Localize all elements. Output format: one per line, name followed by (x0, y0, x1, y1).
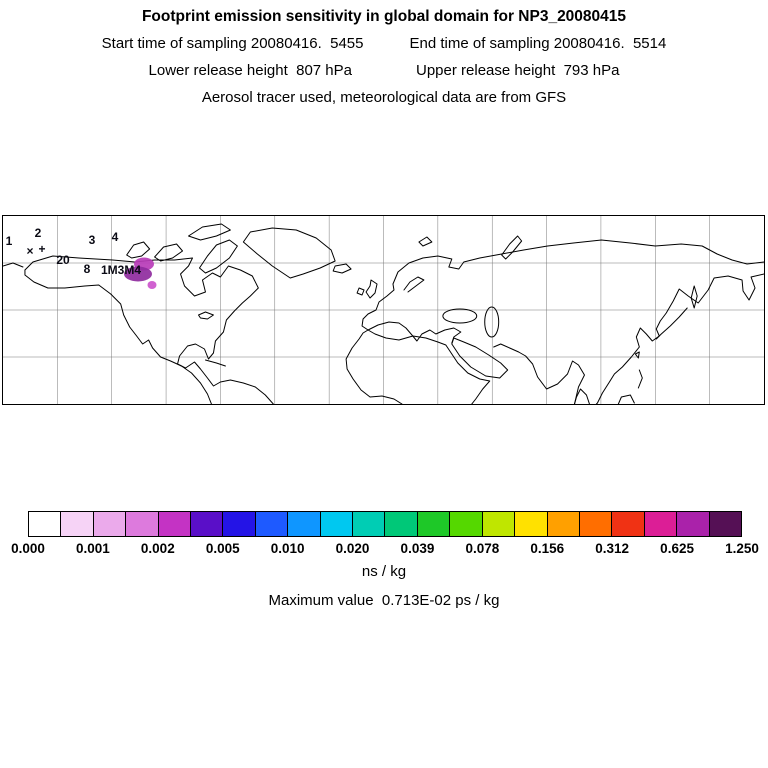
colorbar-tick-label: 0.010 (270, 541, 305, 556)
coastline-north-america (24, 255, 274, 404)
release-point-label: 2 (34, 226, 42, 240)
colorbar-tick-label: 0.001 (76, 541, 110, 556)
colorbar-tick-label: 0.002 (140, 541, 175, 556)
coastline-victoria-island (154, 243, 184, 262)
coastline-sakhalin (690, 285, 698, 309)
colorbar-cell (449, 511, 483, 537)
coastline-banks-island (126, 241, 151, 259)
colorbar-cell (352, 511, 386, 537)
coastlines (3, 223, 764, 404)
colorbar-cell (92, 511, 127, 537)
caspian-sea (484, 306, 500, 338)
colorbar-cell (578, 511, 613, 537)
release-point-label: 4 (111, 230, 119, 244)
coastline-novaya-zemlya (501, 235, 523, 260)
coastline-europe-west (361, 283, 462, 344)
colorbar-tick-label: 0.020 (335, 541, 370, 556)
colorbar-cell (60, 511, 94, 537)
colorbar-cell (481, 511, 516, 537)
footprint-blob (124, 266, 152, 282)
coastline-eurasia-arctic (392, 239, 764, 285)
colorbar-cell (546, 511, 580, 537)
release-point-label: 20 (56, 253, 70, 267)
colorbar-cell (384, 511, 418, 537)
colorbar-tick-label: 0.005 (205, 541, 240, 556)
coastline-chukotka (3, 262, 24, 268)
coastline-iceland (332, 263, 352, 274)
coastline-japan (655, 307, 688, 340)
colorbar-tick-label: 1.250 (725, 541, 759, 556)
footprint-blob (147, 281, 157, 289)
release-point-label: × (26, 244, 34, 258)
coastline-arabia (451, 337, 509, 379)
upper-release-height-text: Upper release height 793 hPa (416, 62, 620, 79)
coastline-africa-north (367, 329, 491, 404)
world-map: 1 2 × +3 4 20 8 1M3M4 (2, 215, 765, 405)
black-sea (442, 308, 478, 324)
coastline-india (493, 343, 585, 404)
release-heights-row: Lower release height 807 hPa Upper relea… (0, 62, 768, 79)
colorbar-cell (125, 511, 159, 537)
colorbar-tick-label: 0.625 (660, 541, 694, 556)
release-point-label: 1 (5, 234, 13, 248)
colorbar-cell (676, 511, 710, 537)
colorbar-tick-label: 0.156 (530, 541, 565, 556)
coastline-ireland (356, 287, 365, 296)
coastline-svalbard (418, 236, 433, 247)
colorbar-tick-label: 0.078 (465, 541, 500, 556)
great-lakes (197, 311, 214, 320)
graticule-grid (3, 216, 764, 404)
tracer-info-text: Aerosol tracer used, meteorological data… (201, 89, 567, 106)
colorbar-cell (287, 511, 321, 537)
coastline-philippines (637, 369, 643, 389)
colorbar (28, 511, 742, 537)
coastline-east-asia (595, 273, 764, 404)
maximum-value-text: Maximum value 0.713E-02 ps / kg (268, 592, 500, 609)
lower-release-height-text: Lower release height 807 hPa (148, 62, 352, 79)
colorbar-cell (157, 511, 192, 537)
colorbar-cell (28, 511, 62, 537)
release-point-label: 8 (83, 262, 91, 276)
release-point-label: + (38, 242, 46, 256)
colorbar-cell (319, 511, 354, 537)
colorbar-ticks: 0.000 0.001 0.002 0.005 0.010 0.020 0.039 0.078… (11, 541, 759, 557)
map-overlay: 1 2 × +3 4 20 8 1M3M4 (3, 216, 764, 404)
coastline-ellesmere (188, 223, 231, 241)
release-point-label: 3 (88, 233, 96, 247)
world-map-svg (3, 216, 764, 404)
colorbar-cell (190, 511, 224, 537)
coastline-greenland (242, 227, 336, 279)
coastline-africa-west (345, 329, 403, 404)
colorbar-cell (708, 511, 742, 537)
colorbar-tick-label: 0.000 (11, 541, 45, 556)
coastline-pacific-americas (24, 269, 212, 404)
colorbar-cell (514, 511, 548, 537)
coastline-baltic (403, 276, 425, 293)
start-time-text: Start time of sampling 20080416. 5455 (101, 35, 364, 52)
colorbar-cell (222, 511, 256, 537)
sampling-times-row: Start time of sampling 20080416. 5455 En… (0, 35, 768, 52)
colorbar-cell (416, 511, 451, 537)
coastline-britain (365, 279, 378, 299)
colorbar-tick-label: 0.312 (595, 541, 630, 556)
coastline-borneo (617, 394, 635, 404)
coastline-taiwan (634, 351, 640, 359)
colorbar-cell (643, 511, 678, 537)
colorbar-unit-label: ns / kg (361, 563, 407, 580)
plot-title: Footprint emission sensitivity in global… (141, 8, 627, 25)
end-time-text: End time of sampling 20080416. 5514 (409, 35, 667, 52)
coastline-cuba (204, 359, 226, 367)
colorbar-cell (254, 511, 289, 537)
colorbar-tick-label: 0.039 (400, 541, 435, 556)
colorbar-cell (611, 511, 645, 537)
coastline-baffin-island (198, 239, 238, 274)
release-point-label: 1M3M4 (100, 263, 142, 277)
